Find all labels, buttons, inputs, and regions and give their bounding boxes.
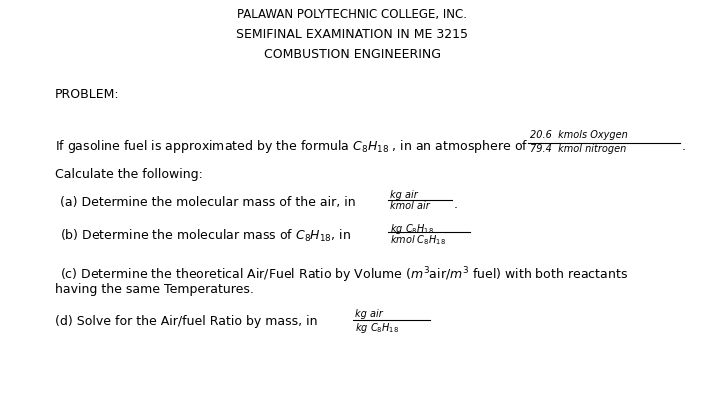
Text: 20.6  kmols Oxygen: 20.6 kmols Oxygen: [530, 130, 627, 140]
Text: (b) Determine the molecular mass of $C_8H_{18}$, in: (b) Determine the molecular mass of $C_8…: [60, 228, 351, 244]
Text: $kmol\ C_8H_{18}$: $kmol\ C_8H_{18}$: [390, 233, 446, 247]
Text: .: .: [454, 198, 458, 211]
Text: PALAWAN POLYTECHNIC COLLEGE, INC.: PALAWAN POLYTECHNIC COLLEGE, INC.: [237, 8, 467, 21]
Text: (d) Solve for the Air/fuel Ratio by mass, in: (d) Solve for the Air/fuel Ratio by mass…: [55, 315, 317, 328]
Text: PROBLEM:: PROBLEM:: [55, 88, 120, 101]
Text: $kg\ C_8H_{18}$: $kg\ C_8H_{18}$: [355, 321, 399, 335]
Text: kmol air: kmol air: [390, 201, 430, 211]
Text: having the same Temperatures.: having the same Temperatures.: [55, 283, 254, 296]
Text: (a) Determine the molecular mass of the air, in: (a) Determine the molecular mass of the …: [60, 196, 355, 209]
Text: If gasoline fuel is approximated by the formula $C_8H_{18}$ , in an atmosphere o: If gasoline fuel is approximated by the …: [55, 138, 529, 155]
Text: kg air: kg air: [355, 309, 383, 319]
Text: .: .: [682, 140, 686, 153]
Text: 79.4  kmol nitrogen: 79.4 kmol nitrogen: [530, 144, 626, 154]
Text: kg air: kg air: [390, 190, 418, 200]
Text: SEMIFINAL EXAMINATION IN ME 3215: SEMIFINAL EXAMINATION IN ME 3215: [236, 28, 468, 41]
Text: Calculate the following:: Calculate the following:: [55, 168, 203, 181]
Text: $kg\ C_8H_{18}$: $kg\ C_8H_{18}$: [390, 222, 434, 236]
Text: (c) Determine the theoretical Air/Fuel Ratio by Volume ($m^3$air/$m^3$ fuel) wit: (c) Determine the theoretical Air/Fuel R…: [60, 265, 628, 285]
Text: COMBUSTION ENGINEERING: COMBUSTION ENGINEERING: [264, 48, 441, 61]
